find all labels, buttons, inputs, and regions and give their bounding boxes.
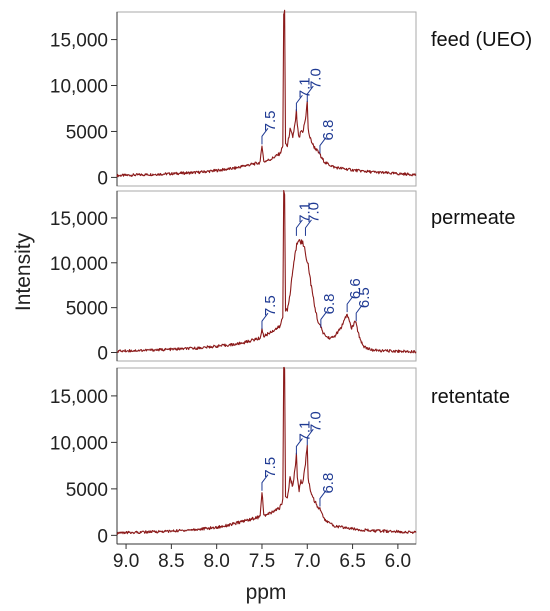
peak-leader	[319, 137, 327, 154]
y-axis-title: Intensity	[12, 232, 35, 311]
peak-label: 7.5	[262, 295, 279, 316]
panel-label: retentate	[431, 386, 510, 408]
spectrum-panel-1: 15,000 10,000 5000 0 7.5 7.17.0 6.8 feed (UEO)	[50, 9, 532, 189]
peak-label: 7.5	[262, 457, 279, 478]
peak-leader	[346, 295, 354, 313]
peak-label: 6.6	[347, 278, 364, 299]
panel-label: feed (UEO)	[431, 29, 532, 51]
peak-label: 7.5	[262, 110, 279, 131]
peak-leader	[295, 219, 303, 236]
y-tick-label: 5000	[66, 480, 108, 501]
spectrum-line	[116, 189, 417, 354]
peak-label: 6.5	[356, 287, 373, 308]
peak-leader	[261, 312, 269, 330]
peak-leader	[304, 219, 312, 236]
peak-leader	[295, 94, 303, 112]
peak-leader	[320, 311, 328, 328]
x-tick-label: 9.0	[113, 551, 139, 572]
peak-label: 7.0	[307, 68, 324, 89]
peak-leader	[355, 304, 363, 322]
peak-label: 7.1	[296, 77, 313, 98]
panel-frame	[116, 367, 417, 545]
peak-leader	[306, 428, 314, 446]
y-tick-label: 15,000	[50, 387, 108, 408]
peak-leader	[295, 438, 303, 455]
peak-label: 7.1	[296, 202, 313, 223]
peak-label: 6.8	[320, 473, 337, 494]
x-axis: 9.0 8.5 8.0 7.5 7.0 6.5 6.0	[113, 543, 416, 572]
x-tick-label: 7.5	[249, 551, 275, 572]
spectrum-panel-3: 15,000 10,000 5000 0 7.5 7.17.0 6.8 retentate	[50, 366, 510, 547]
peak-label: 7.0	[307, 411, 324, 432]
x-tick-label: 6.0	[385, 551, 411, 572]
peak-leader	[306, 85, 314, 103]
y-tick-label: 10,000	[50, 433, 108, 454]
y-tick-label: 10,000	[50, 254, 108, 275]
spectrum-panel-2: 15,000 10,000 5000 0 7.5 7.17.0 6.8 6.66.5 perme…	[50, 189, 516, 365]
x-axis-title: ppm	[246, 581, 287, 604]
peak-leader	[261, 474, 269, 491]
y-tick-label: 0	[97, 344, 108, 365]
y-tick-label: 15,000	[50, 31, 108, 52]
y-tick-label: 0	[97, 526, 108, 547]
peak-label: 7.1	[296, 421, 313, 442]
y-tick-label: 0	[97, 168, 108, 189]
x-tick-label: 8.5	[158, 551, 184, 572]
spectrum-line	[116, 366, 417, 535]
panel-frame	[116, 11, 417, 187]
y-tick-label: 10,000	[50, 77, 108, 98]
x-tick-label: 8.0	[203, 551, 229, 572]
y-tick-label: 5000	[66, 122, 108, 143]
y-tick-label: 15,000	[50, 209, 108, 230]
x-tick-label: 6.5	[339, 551, 365, 572]
peak-leader	[261, 128, 269, 145]
peak-label: 6.8	[321, 294, 338, 315]
peak-label: 7.0	[305, 202, 322, 223]
peak-leader	[319, 490, 327, 507]
y-tick-label: 5000	[66, 299, 108, 320]
spectrum-line	[116, 9, 417, 178]
peak-label: 6.8	[320, 120, 337, 141]
x-tick-label: 7.0	[294, 551, 320, 572]
panel-label: permeate	[431, 207, 516, 229]
